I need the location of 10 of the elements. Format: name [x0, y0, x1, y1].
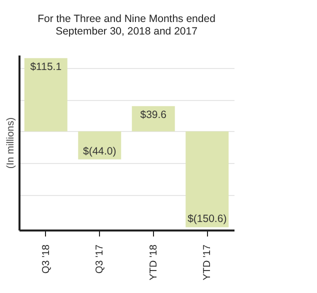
data-label: $115.1 [30, 61, 62, 74]
x-tick-label: Q3 '17 [94, 244, 106, 274]
data-label: $(150.6) [188, 213, 227, 226]
x-tick-label: Q3 '18 [40, 244, 52, 274]
x-tick-label: YTD '18 [148, 244, 160, 280]
chart-title: For the Three and Nine Months ended September 30, 2018 and 2017 [38, 13, 216, 38]
data-label: $(44.0) [82, 145, 116, 158]
data-label: $39.6 [140, 109, 167, 122]
x-tick-label: YTD '17 [202, 244, 214, 280]
y-axis-title: (In millions) [6, 117, 16, 169]
